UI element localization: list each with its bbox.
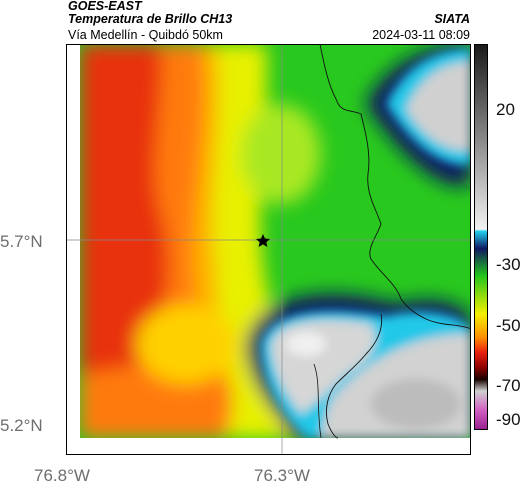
satellite-title: GOES-EAST <box>68 0 142 13</box>
colorbar-tick: -70 <box>496 376 521 395</box>
lon-tick-label: 76.3°W <box>254 466 310 485</box>
colorbar-tick: -90 <box>496 410 521 429</box>
lat-tick-label: 5.2°N <box>0 416 43 435</box>
lat-tick-label: 5.7°N <box>0 232 43 251</box>
product-title: Temperatura de Brillo CH13 <box>68 12 233 26</box>
source-label: SIATA <box>434 12 470 26</box>
star-icon <box>256 234 270 247</box>
region-label: Vía Medellín - Quibdó 50km <box>68 28 223 42</box>
colorbar-tick: -50 <box>496 316 521 335</box>
boundary-line <box>319 44 471 330</box>
red-region <box>80 44 169 374</box>
datetime-label: 2024-03-11 08:09 <box>372 28 470 42</box>
colorbar-tick: -30 <box>496 255 521 274</box>
brightness-temperature-map[interactable] <box>66 44 471 455</box>
map-frame <box>66 44 471 455</box>
colorbar <box>474 44 488 430</box>
cold-cloud-ne <box>406 62 471 151</box>
lon-tick-label: 76.8°W <box>34 466 90 485</box>
colorbar-tick: 20 <box>496 100 515 119</box>
